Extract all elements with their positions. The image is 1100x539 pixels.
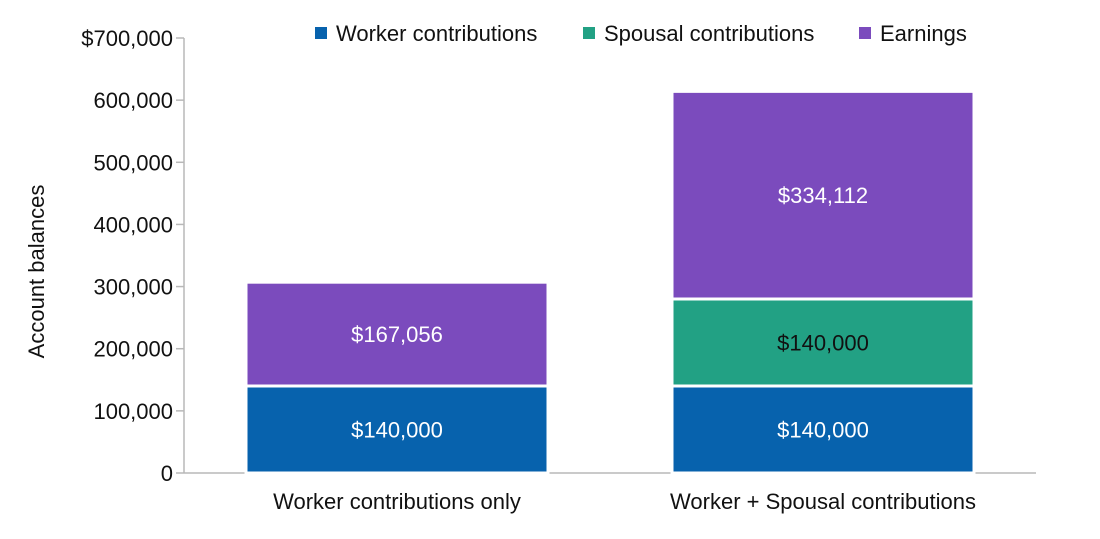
y-tick-label: 0: [161, 461, 173, 486]
bar-segment: [670, 89, 976, 301]
bars: $140,000 $167,056 $140,000 $140,000 $334,112: [244, 89, 976, 475]
bar-segment: [670, 297, 976, 388]
category-label: Worker + Spousal contributions: [670, 489, 976, 514]
y-tick-label: 200,000: [93, 337, 173, 362]
data-label: $140,000: [351, 418, 443, 443]
category-label: Worker contributions only: [273, 489, 521, 514]
legend-label: Earnings: [880, 21, 967, 46]
legend-swatch: [583, 27, 595, 39]
y-tick-label: $700,000: [81, 26, 173, 51]
x-axis-labels: Worker contributions only Worker + Spousa…: [273, 489, 976, 514]
legend-label: Spousal contributions: [604, 21, 814, 46]
y-tick-label: 600,000: [93, 88, 173, 113]
bar-segment: [670, 384, 976, 475]
y-tick-label: 400,000: [93, 212, 173, 237]
y-tick-label: 300,000: [93, 275, 173, 300]
legend-swatch: [859, 27, 871, 39]
bar-segment: [244, 280, 550, 388]
data-label: $334,112: [778, 183, 868, 208]
legend-label: Worker contributions: [336, 21, 537, 46]
y-tick-label: 500,000: [93, 150, 173, 175]
legend: Worker contributions Spousal contribution…: [315, 21, 967, 46]
legend-swatch: [315, 27, 327, 39]
y-tick-label: 100,000: [93, 399, 173, 424]
data-label: $140,000: [777, 331, 869, 356]
y-axis-ticks: 0 100,000 200,000 300,000 400,000 500,000 600,…: [81, 26, 184, 486]
y-axis-title: Account balances: [24, 185, 49, 359]
data-label: $140,000: [777, 418, 869, 443]
data-label: $167,056: [351, 322, 443, 347]
legend-item: Earnings: [859, 21, 967, 46]
legend-item: Spousal contributions: [583, 21, 814, 46]
legend-item: Worker contributions: [315, 21, 537, 46]
